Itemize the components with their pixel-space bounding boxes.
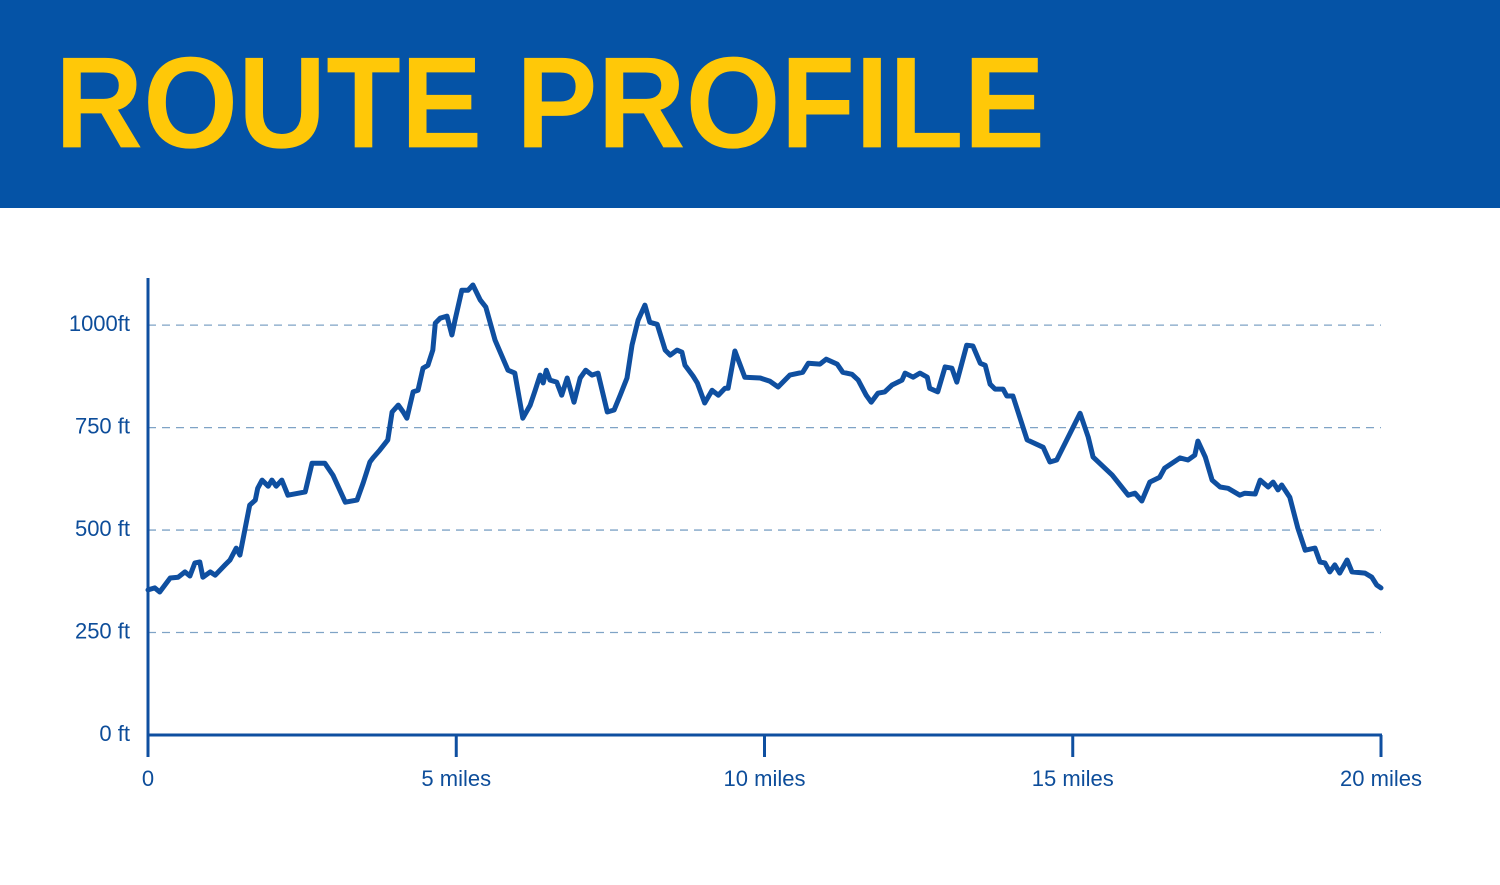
x-tick-label: 20 miles [1340, 766, 1422, 791]
x-tick-label: 15 miles [1032, 766, 1114, 791]
x-tick-label: 5 miles [421, 766, 491, 791]
x-tick-label: 10 miles [724, 766, 806, 791]
elevation-line [145, 282, 1384, 595]
x-tick-label: 0 [142, 766, 154, 791]
y-tick-label: 0 ft [99, 721, 130, 746]
y-tick-label: 250 ft [75, 618, 130, 643]
chart-title: ROUTE PROFILE [55, 29, 1045, 175]
y-tick-label: 1000ft [69, 311, 130, 336]
header-band [0, 0, 1500, 208]
y-tick-label: 750 ft [75, 413, 130, 438]
y-tick-label: 500 ft [75, 516, 130, 541]
